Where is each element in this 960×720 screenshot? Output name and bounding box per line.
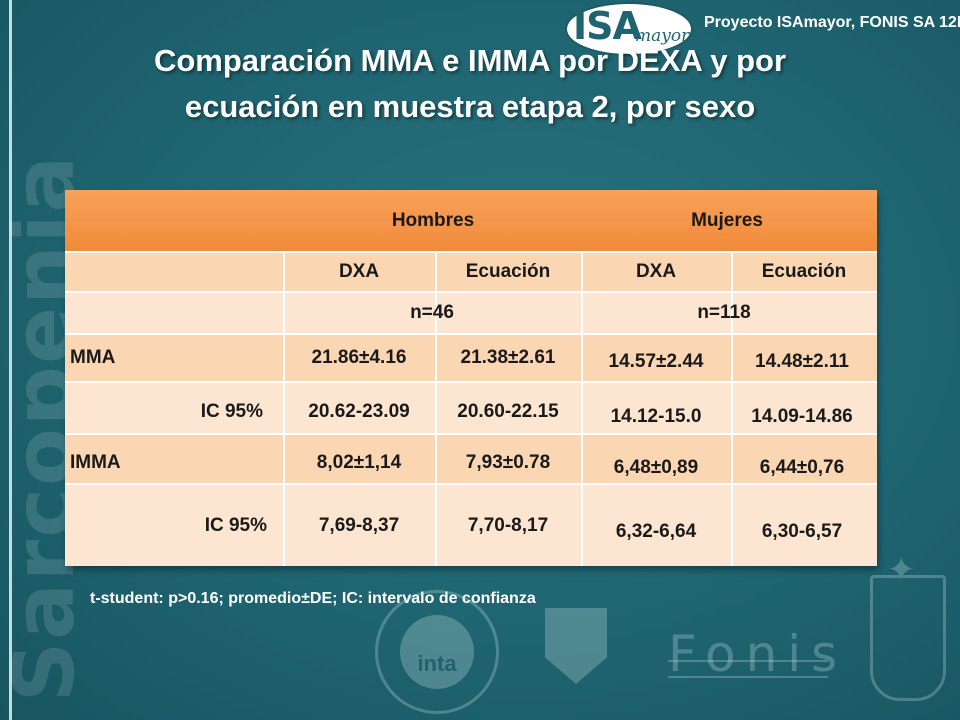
method-header: DXA bbox=[338, 261, 380, 282]
group-mujeres: Mujeres bbox=[691, 210, 763, 231]
table-cell: 6,32-6,64 bbox=[615, 521, 697, 542]
project-label: Proyecto ISAmayor, FONIS SA 12I2337 bbox=[704, 14, 960, 31]
row-separator bbox=[65, 291, 877, 293]
column-separator bbox=[283, 252, 285, 566]
table-cell: 14.09-14.86 bbox=[751, 406, 853, 427]
group-hombres: Hombres bbox=[391, 210, 475, 231]
column-separator bbox=[731, 252, 733, 566]
table-cell: 6,48±0,89 bbox=[613, 457, 699, 478]
logo-main-text: ISA bbox=[573, 4, 642, 48]
inta-seal-inner bbox=[400, 615, 474, 689]
table-cell: 6,30-6,57 bbox=[761, 521, 843, 542]
table-cell: 7,70-8,17 bbox=[467, 515, 549, 536]
table-cell: 6,44±0,76 bbox=[759, 457, 845, 478]
fonis-logo-text: Fonis bbox=[668, 625, 848, 683]
logo-oval bbox=[565, 2, 693, 56]
row-label: IC 95% bbox=[200, 401, 263, 422]
row-separator bbox=[65, 251, 877, 253]
n-hombres: n=46 bbox=[410, 302, 454, 323]
table-cell: 20.62-23.09 bbox=[308, 401, 410, 422]
university-crest-icon: ✦ bbox=[870, 551, 946, 701]
slide-title: Comparación MMA e IMMA por DEXA y por ec… bbox=[40, 38, 900, 130]
table-cell: 20.60-22.15 bbox=[457, 401, 559, 422]
row-label: MMA bbox=[70, 347, 116, 368]
table-cell: 7,93±0.78 bbox=[465, 452, 551, 473]
table-cell: 21.38±2.61 bbox=[460, 347, 556, 368]
inta-seal-icon: inta bbox=[375, 590, 499, 714]
table-row bbox=[65, 434, 877, 484]
table-cell: 14.57±2.44 bbox=[608, 351, 704, 372]
results-table: Hombres Mujeres DXA Ecuación DXA Ecuació… bbox=[65, 190, 877, 566]
title-line-1: Comparación MMA e IMMA por DEXA y por bbox=[153, 43, 787, 78]
row-separator bbox=[65, 381, 877, 383]
table-row bbox=[65, 382, 877, 434]
n-mujeres: n=118 bbox=[697, 302, 751, 323]
table-cell: 14.48±2.11 bbox=[755, 351, 849, 372]
table-cell: 14.12-15.0 bbox=[610, 406, 702, 427]
column-separator bbox=[581, 252, 583, 566]
row-separator bbox=[65, 483, 877, 485]
table-cell: 21.86±4.16 bbox=[311, 347, 407, 368]
table-n-row bbox=[65, 292, 877, 334]
isamayor-logo: ISA mayor bbox=[565, 2, 693, 56]
table-header-row bbox=[65, 190, 877, 252]
method-header: DXA bbox=[635, 261, 677, 282]
left-rule bbox=[9, 0, 12, 720]
fonis-logo-bar bbox=[668, 660, 828, 678]
inta-logo-text: inta bbox=[417, 651, 457, 676]
logo-sub-text: mayor bbox=[635, 26, 690, 46]
title-line-2: ecuación en muestra etapa 2, por sexo bbox=[184, 89, 756, 124]
star-icon: ✦ bbox=[887, 551, 916, 589]
table-row bbox=[65, 334, 877, 382]
method-header: Ecuación bbox=[465, 261, 551, 282]
row-label: IC 95% bbox=[204, 515, 267, 536]
column-separator bbox=[435, 252, 437, 566]
row-separator bbox=[65, 433, 877, 435]
row-label: IMMA bbox=[70, 452, 121, 473]
table-row bbox=[65, 484, 877, 566]
row-separator bbox=[65, 333, 877, 335]
table-cell: 8,02±1,14 bbox=[316, 452, 402, 473]
method-header: Ecuación bbox=[761, 261, 847, 282]
table-cell: 7,69-8,37 bbox=[318, 515, 400, 536]
table-method-row bbox=[65, 252, 877, 292]
